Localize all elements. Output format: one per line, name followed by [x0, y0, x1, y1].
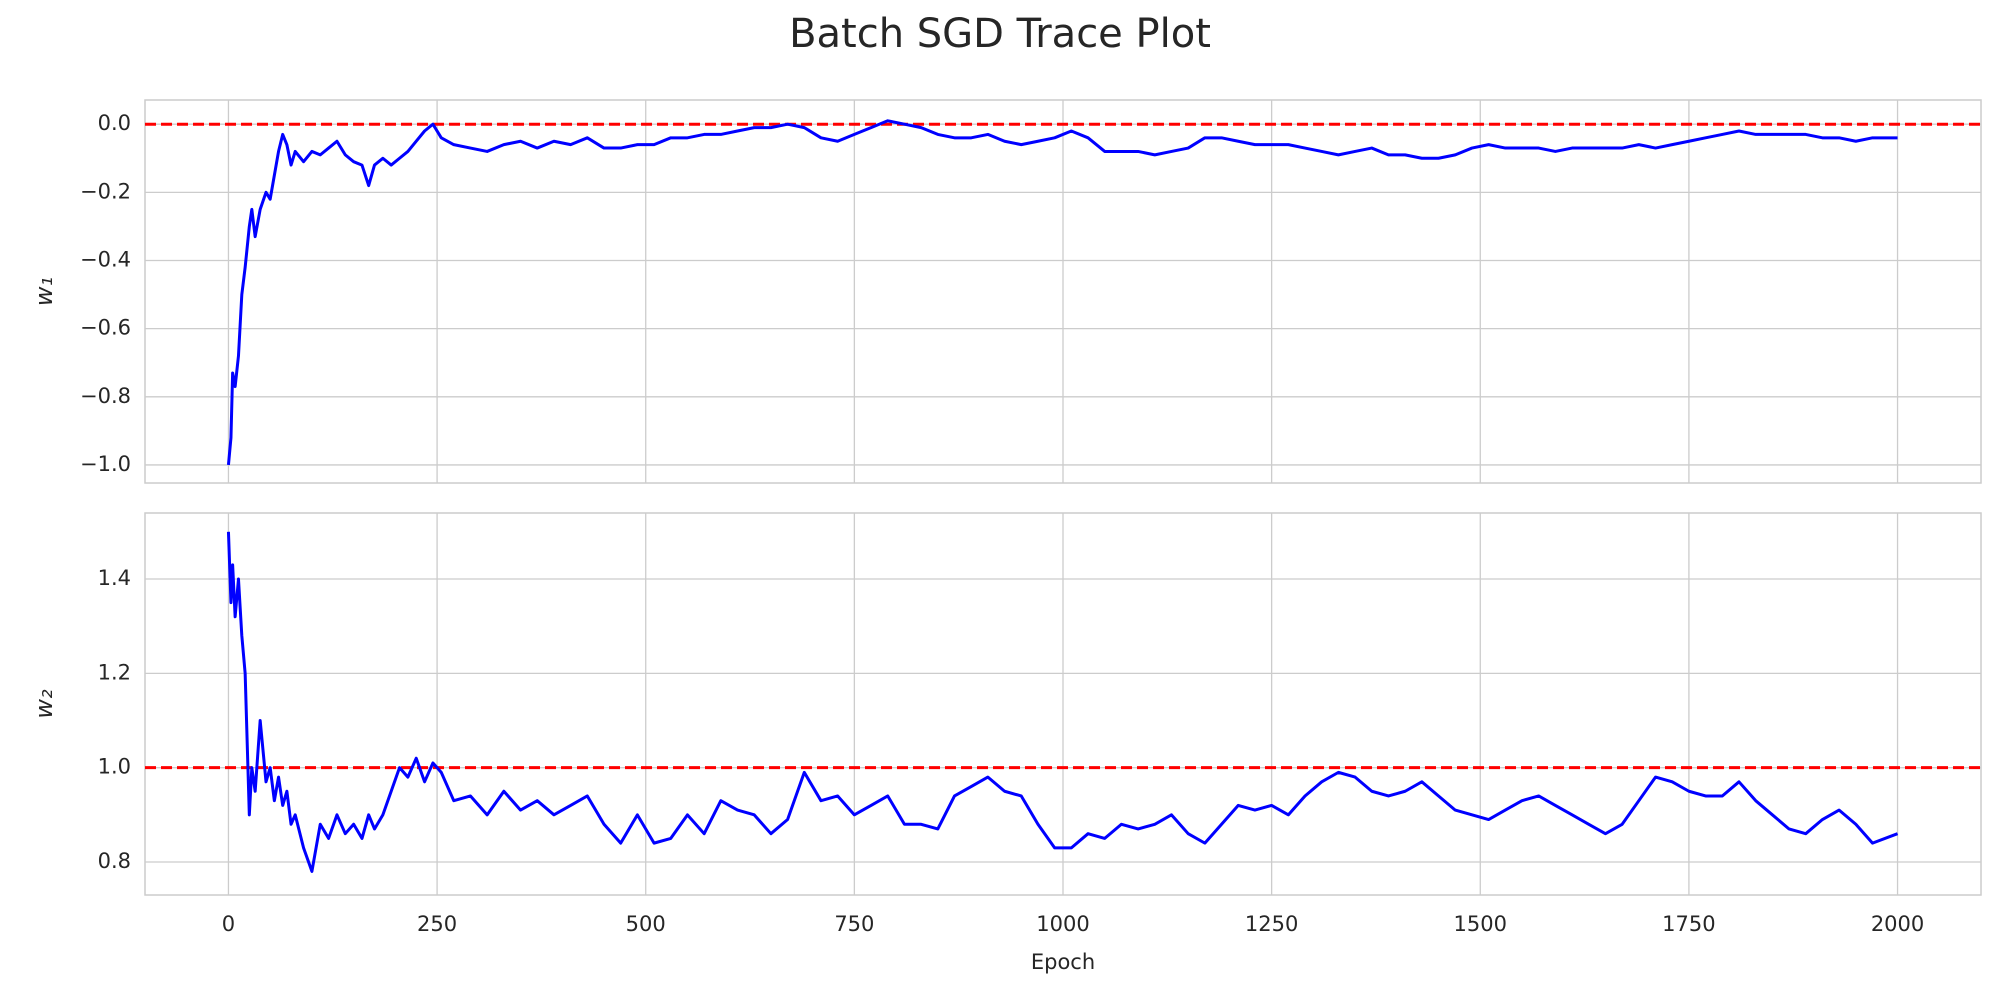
y-tick-label: 0.0	[98, 111, 131, 135]
y-tick-label: 1.4	[98, 566, 131, 590]
x-tick-label: 0	[222, 912, 235, 936]
y-tick-label: 1.2	[98, 660, 131, 684]
x-tick-label: 250	[417, 912, 457, 936]
y-tick-label: −1.0	[80, 452, 131, 476]
x-axis-label: Epoch	[1031, 950, 1095, 974]
x-tick-label: 1500	[1454, 912, 1507, 936]
x-tick-label: 2000	[1871, 912, 1924, 936]
x-tick-label: 1750	[1662, 912, 1715, 936]
line-series	[226, 531, 1899, 873]
y-axis-label: w₁	[30, 277, 58, 306]
y-axis-label: w₂	[30, 689, 58, 719]
x-tick-label: 750	[834, 912, 874, 936]
y-tick-label: 0.8	[98, 849, 131, 873]
chart-title: Batch SGD Trace Plot	[789, 11, 1211, 57]
line-series	[226, 119, 1898, 466]
y-tick-label: 1.0	[98, 755, 131, 779]
y-tick-label: −0.8	[80, 384, 131, 408]
plot-frame	[144, 99, 1982, 484]
x-tick-label: 500	[626, 912, 666, 936]
plot-frame	[144, 512, 1982, 896]
y-tick-label: −0.2	[80, 179, 131, 203]
x-tick-label: 1250	[1245, 912, 1298, 936]
y-tick-label: −0.6	[80, 316, 131, 340]
y-tick-label: −0.4	[80, 247, 131, 271]
x-tick-label: 1000	[1036, 912, 1089, 936]
